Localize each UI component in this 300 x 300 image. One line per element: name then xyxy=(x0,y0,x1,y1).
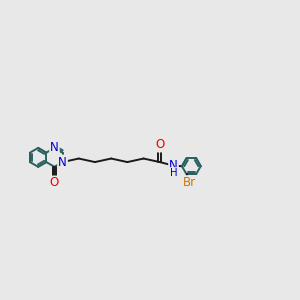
Text: O: O xyxy=(50,176,59,190)
Text: N: N xyxy=(58,156,67,169)
Text: N: N xyxy=(169,159,178,172)
Text: N: N xyxy=(50,141,59,154)
Text: Br: Br xyxy=(183,176,196,189)
Text: O: O xyxy=(155,139,164,152)
Text: H: H xyxy=(170,168,177,178)
